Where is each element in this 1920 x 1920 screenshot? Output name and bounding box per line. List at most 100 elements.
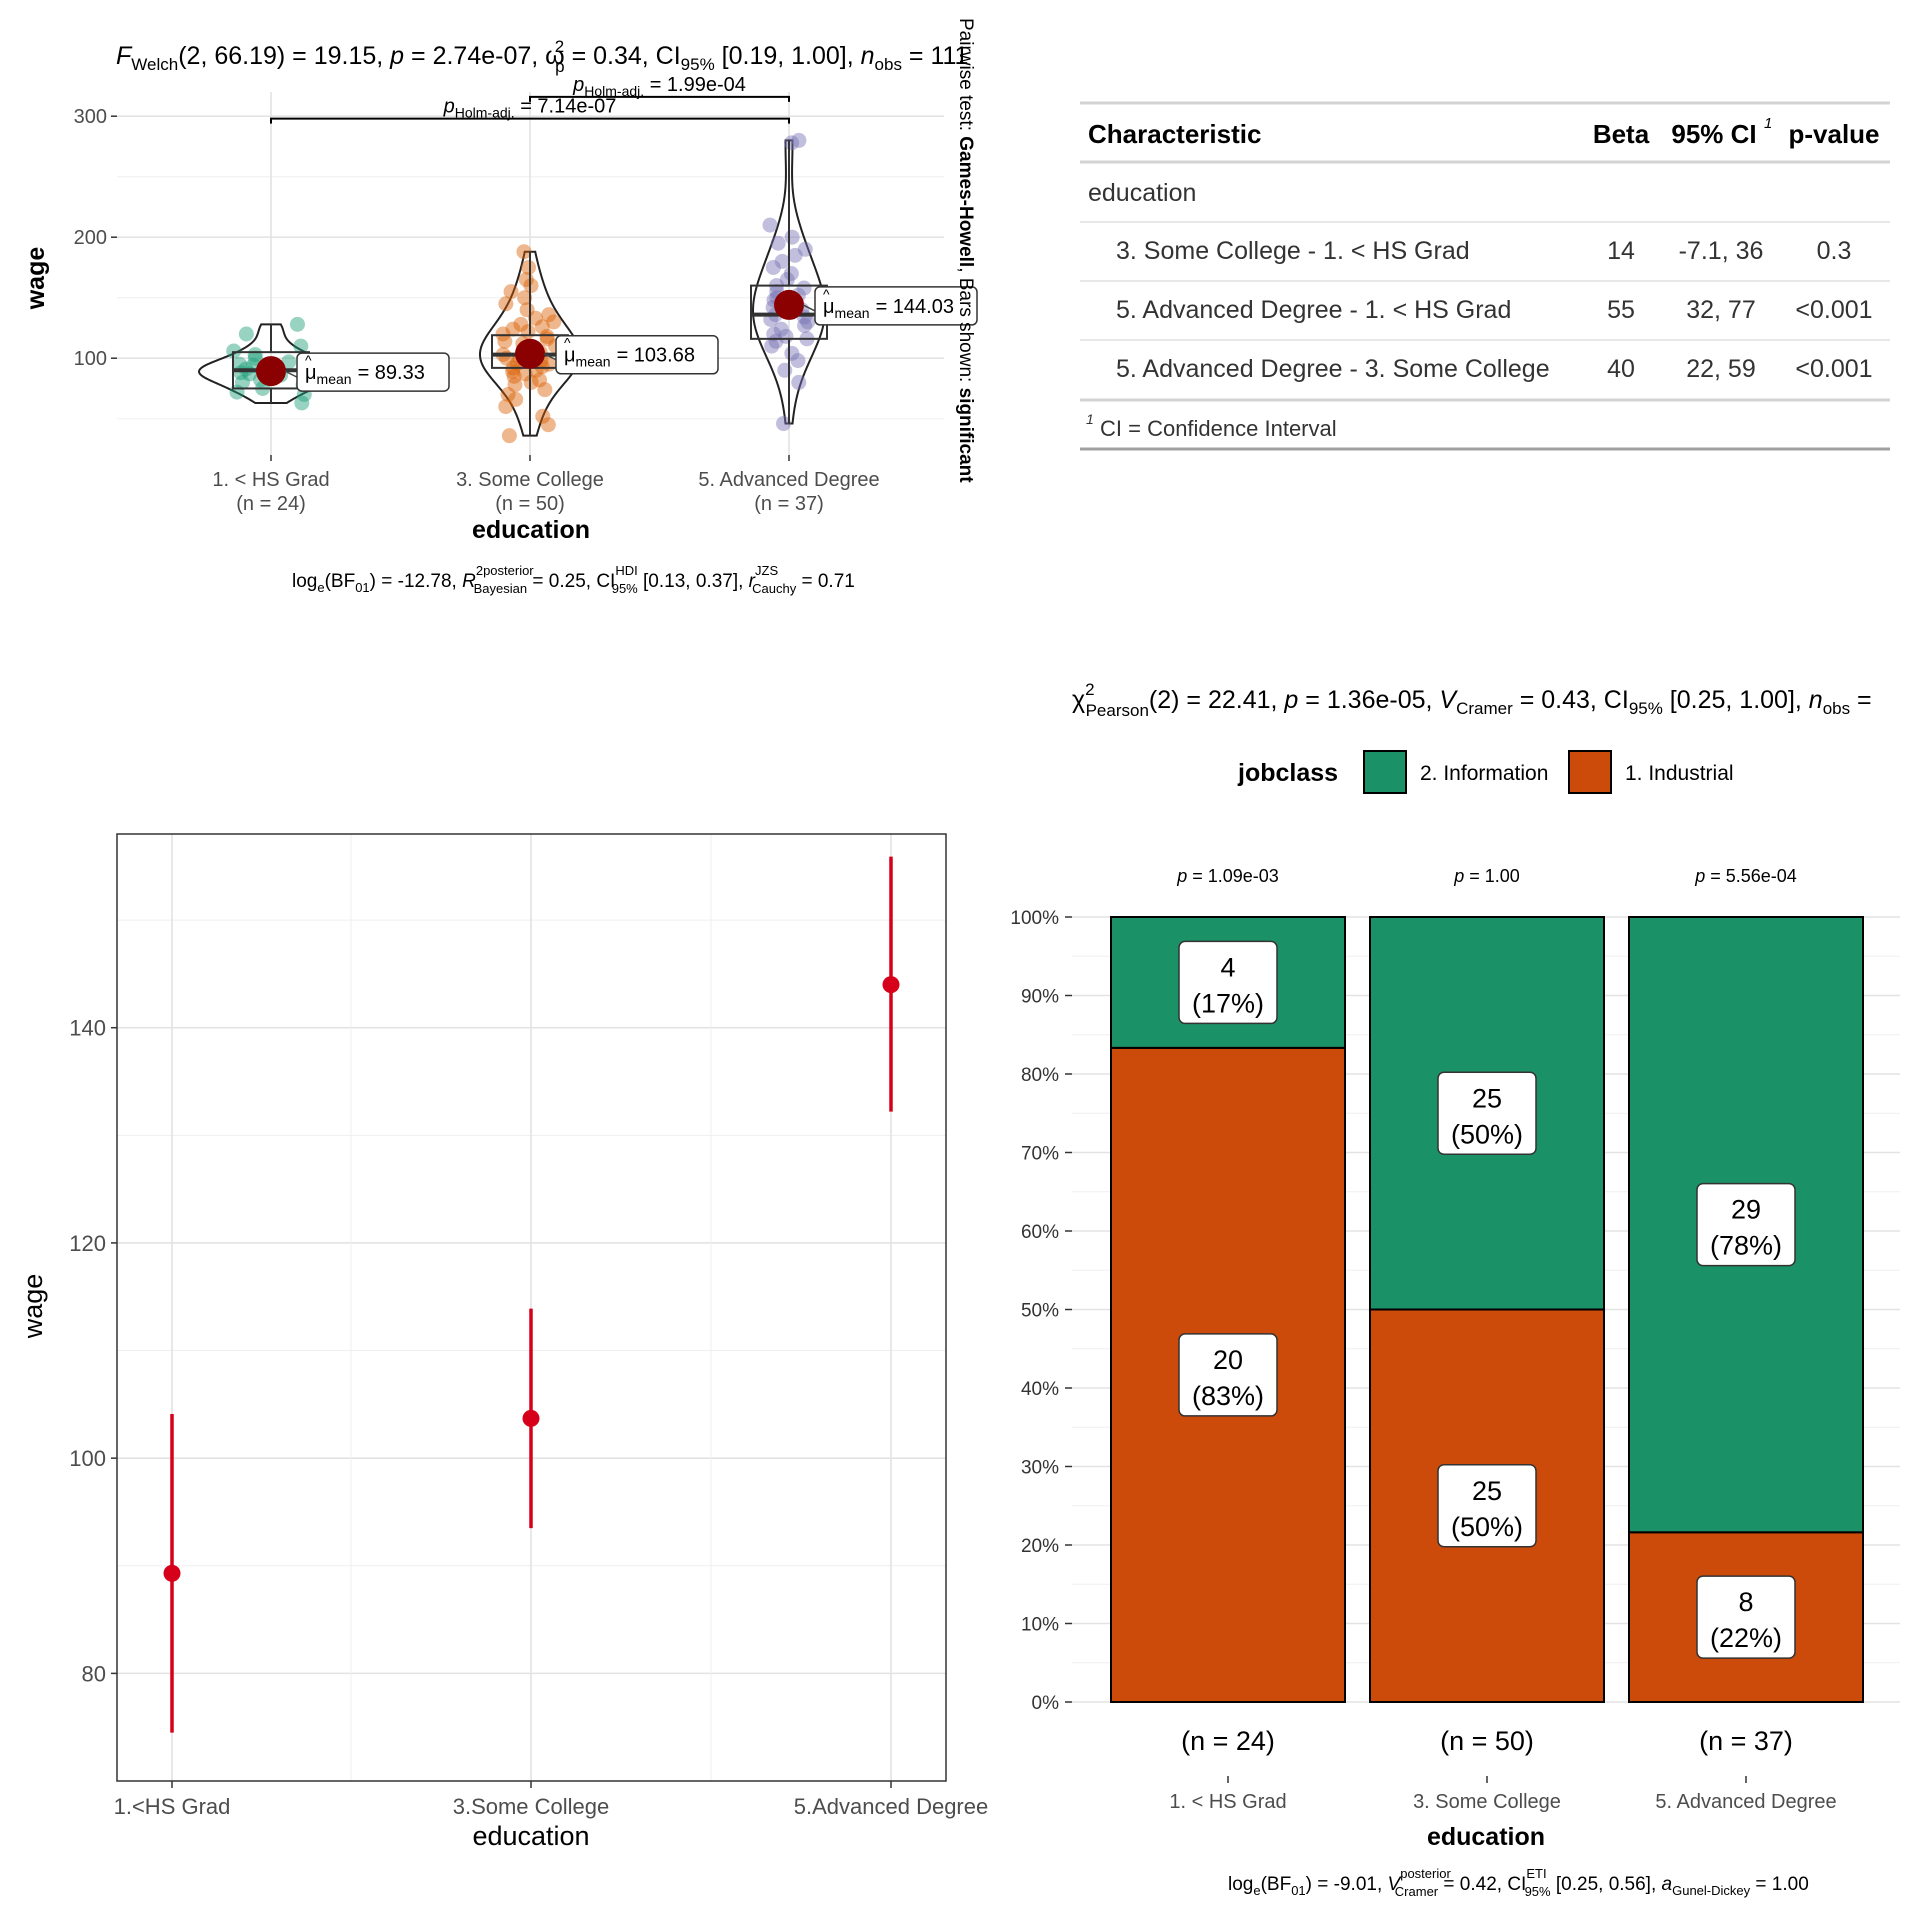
data-point [294,395,310,411]
data-point [247,347,263,363]
data-point [783,266,799,281]
mean-point [882,976,900,994]
table-footnote-mark: 1 [1086,411,1094,427]
bar-p-symbol: p [1176,866,1187,886]
mean-label-hat: ^ [305,352,312,368]
legend-swatch [1363,750,1407,794]
data-point [523,374,539,390]
mean-label-hat: ^ [823,286,830,302]
table-row-pvalue: <0.001 [1795,355,1872,383]
information-label-box [1437,1071,1537,1155]
comparison-p-symbol: p [443,96,455,118]
data-point [784,135,800,151]
legend-swatch [1568,750,1612,794]
stacked-bar-subtitle: loge(BF01) = -9.01, Vposterior Cramer = 0… [1228,1866,1809,1899]
data-point [546,314,562,330]
bar-information [1628,916,1864,1534]
industrial-percent-label: (22%) [1710,1623,1782,1653]
violin-plot-title: FWelch(2, 66.19) = 19.15, p = 2.74e-07, … [116,37,968,76]
data-point [535,408,551,424]
data-point [775,416,791,432]
data-point [528,310,544,326]
legend-title: jobclass [1237,759,1338,787]
x-tick-label: 3. Some College [456,469,604,491]
industrial-count-label: 25 [1472,1476,1502,1506]
data-point [508,391,524,407]
mean-label-value: = 144.03 [876,296,954,318]
bar-p-symbol: p [1694,866,1705,886]
bar-p-value: p = 1.09e-03 [1176,866,1279,886]
mean-label: μmean = 144.03 [823,296,954,321]
mean-point [774,289,804,320]
y-tick-label: 80 [82,1661,106,1686]
x-tick-label: 1. < HS Grad [1169,1791,1286,1813]
data-point [773,321,789,337]
data-point [764,338,780,354]
mean-label-leader [802,304,816,312]
data-point [234,374,250,390]
mean-label-symbol: μ [305,362,317,384]
data-point [238,326,254,342]
information-label-box [1178,940,1278,1025]
y-tick-label: 100% [1010,908,1059,929]
data-point [506,368,522,384]
data-point [517,290,533,306]
table-row-ci: -7.1, 36 [1679,237,1764,265]
bar-n-label: (n = 37) [1699,1726,1793,1756]
y-tick-label: 90% [1021,987,1059,1008]
mean-ci-plot-y-axis-title: wage [18,1274,48,1340]
y-tick-label: 120 [69,1231,106,1256]
table-row-ci: 32, 77 [1686,296,1756,324]
y-tick-label: 10% [1021,1615,1059,1636]
comparison-p-value: = 7.14e-07 [515,96,617,118]
data-point [796,280,812,296]
data-point [768,333,784,349]
data-point [765,259,781,275]
table-row-beta: 40 [1607,355,1635,383]
legend-label: 1. Industrial [1625,762,1734,785]
mean-label-box [296,352,450,392]
data-point [539,328,555,344]
table-row-beta: 14 [1607,237,1635,265]
violin-outline [751,139,827,425]
mean-label-symbol: μ [823,296,835,318]
data-point [774,253,790,269]
bar-p-symbol: p [1453,866,1464,886]
table-row-pvalue: 0.3 [1817,237,1852,265]
data-point [226,343,242,359]
mean-label-hat: ^ [564,335,571,351]
industrial-percent-label: (83%) [1192,1381,1264,1411]
mean-label-value: = 103.68 [617,345,695,367]
data-point [770,235,786,251]
table-header-ci: 95% CI [1671,119,1756,149]
y-tick-label: 200 [74,227,107,249]
industrial-count-label: 20 [1213,1345,1243,1375]
x-tick-label: 5. Advanced Degree [1655,1791,1836,1813]
comparison-p-sub: Holm-adj. [455,105,515,121]
table-header-beta: Beta [1593,119,1650,149]
table-row-pvalue: <0.001 [1795,296,1872,324]
comparison-bracket [529,95,790,102]
data-point [784,345,800,361]
violin-outline [478,250,582,437]
data-point [516,244,532,260]
comparison-p-value: = 1.99e-04 [644,74,746,96]
x-tick-label: 3. Some College [1413,1791,1561,1813]
comparison-p-sub: Holm-adj. [584,83,644,99]
bar-p-number: = 1.09e-03 [1187,866,1279,886]
data-point [497,333,513,349]
y-tick-label: 30% [1021,1458,1059,1479]
mean-ci-plot-panel: 80 100 120 140 1.<HS Grad 3.Some College 5.Ad… [18,833,988,1851]
data-point [500,387,516,402]
data-point [540,417,556,433]
table-footnote: CI = Confidence Interval [1100,416,1337,441]
stacked-bar-legend: jobclass 2. Information 1. Industrial [1237,750,1734,794]
information-count-label: 25 [1472,1083,1502,1113]
data-point [787,247,803,263]
violin-plot-subtitle: loge(BF01) = -12.78, R2posterior Bayesian… [292,563,855,596]
data-point [790,353,806,369]
y-tick-label: 0% [1032,1693,1060,1714]
bar-n-label: (n = 24) [1181,1726,1275,1756]
mean-label-box [814,286,978,326]
mean-point [256,356,286,387]
